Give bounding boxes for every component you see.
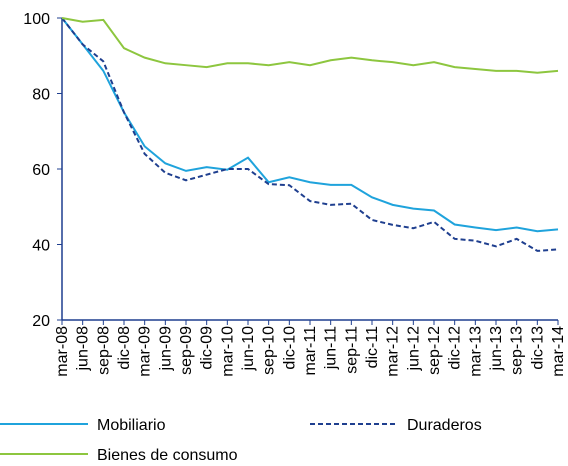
x-tick-label: jun-11: [323, 326, 340, 370]
y-tick-label: 60: [32, 162, 50, 179]
x-tick-label: dic-09: [199, 326, 216, 370]
x-tick-label: dic-10: [281, 326, 298, 370]
x-tick-label: jun-10: [240, 326, 257, 372]
x-tick-label: mar-13: [467, 326, 484, 377]
y-tick-label: 20: [32, 313, 50, 330]
x-tick-label: mar-12: [385, 326, 402, 377]
y-tick-label: 40: [32, 238, 50, 255]
x-tick-label: mar-09: [137, 326, 154, 377]
series-line: [61, 17, 559, 233]
x-tick-label: jun-09: [157, 326, 174, 372]
x-tick-label: jun-12: [405, 326, 422, 372]
legend-label: Bienes de consumo: [97, 447, 238, 464]
x-tick-label: dic-08: [116, 326, 133, 370]
x-tick-label: dic-12: [447, 326, 464, 370]
y-tick-label: 80: [32, 87, 50, 104]
series-line: [61, 17, 559, 74]
y-tick-label: 100: [23, 11, 50, 28]
x-tick-label: dic-13: [529, 326, 546, 370]
x-tick-label: sep-09: [178, 326, 195, 375]
x-tick-label: mar-08: [54, 326, 71, 377]
x-tick-label: sep-12: [426, 326, 443, 375]
series-line: [61, 17, 559, 252]
x-tick-label: sep-11: [343, 326, 360, 374]
x-tick-label: sep-08: [95, 326, 112, 375]
x-tick-label: sep-10: [261, 326, 278, 375]
x-tick-label: jun-08: [75, 326, 92, 372]
x-tick-label: mar-14: [550, 326, 567, 377]
legend-label: Duraderos: [407, 417, 482, 434]
x-tick-label: jun-13: [488, 326, 505, 372]
legend-label: Mobiliario: [97, 417, 166, 434]
x-tick-label: sep-13: [509, 326, 526, 375]
x-tick-label: dic-11: [364, 326, 381, 368]
x-tick-label: mar-10: [219, 326, 236, 377]
x-tick-label: mar-11: [302, 326, 319, 376]
